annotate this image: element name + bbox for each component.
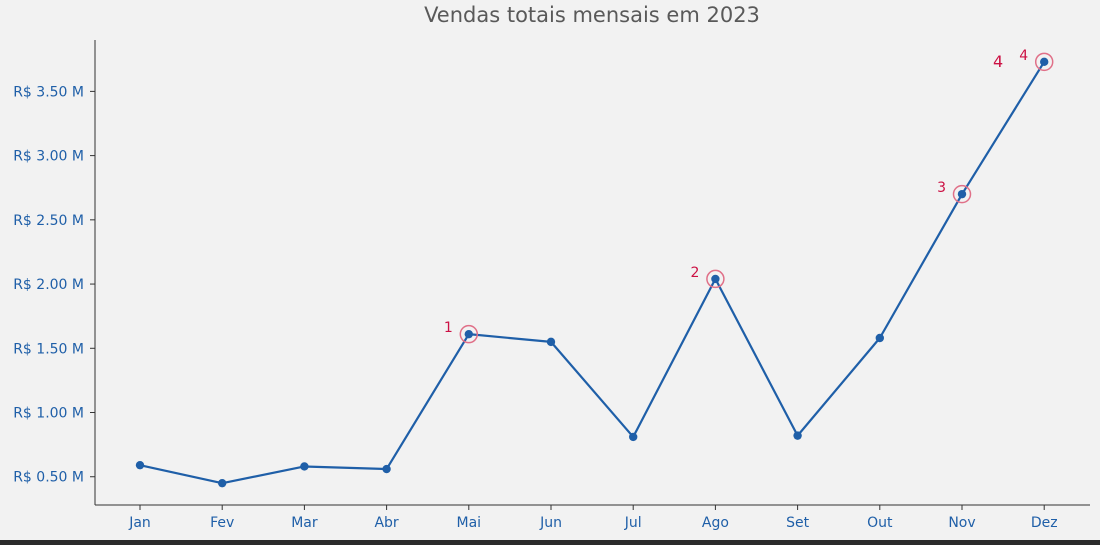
x-tick-label: Nov: [948, 515, 975, 531]
x-tick-label: Fev: [210, 515, 234, 531]
annotation-label: 1: [444, 320, 453, 336]
y-tick-label: R$ 3.50 M: [13, 84, 84, 100]
data-point-jan: [135, 460, 145, 470]
bottom-border: [0, 540, 1100, 545]
x-tick-label: Set: [786, 515, 810, 531]
y-tick-label: R$ 1.50 M: [13, 341, 84, 357]
x-tick-label: Out: [867, 515, 893, 531]
x-tick-label: Jul: [624, 515, 642, 531]
annotations-group: 1 2 3 44: [444, 48, 1054, 344]
y-tick-label: R$ 2.00 M: [13, 277, 84, 293]
y-axis-ticks: R$ 0.50 M R$ 1.00 M R$ 1.50 M R$ 2.00 M R$ 2…: [13, 84, 95, 486]
series-line: [139, 61, 1046, 485]
data-point-nov: [957, 189, 967, 199]
data-point-mar: [300, 462, 309, 471]
data-point-dez: [1040, 57, 1049, 67]
chart-title: Vendas totais mensais em 2023: [424, 3, 760, 27]
x-tick-label: Abr: [374, 515, 398, 531]
annotation-label: 3: [937, 180, 946, 196]
data-point-jun: [546, 337, 556, 347]
data-point-fev: [218, 478, 227, 488]
x-tick-label: Mai: [457, 515, 482, 531]
y-tick-label: R$ 3.00 M: [13, 149, 84, 165]
x-tick-label: Jun: [539, 515, 562, 531]
axes: [94, 40, 1090, 506]
highlight-circle: [1034, 52, 1054, 72]
data-point-out: [875, 333, 884, 343]
highlight-circle: [952, 184, 972, 204]
data-point-ago: [711, 274, 720, 284]
y-tick-label: R$ 2.50 M: [13, 213, 84, 229]
highlight-circle: [459, 324, 479, 344]
x-tick-label: Dez: [1031, 515, 1058, 531]
x-tick-label: Mar: [291, 515, 318, 531]
x-tick-label: Jan: [128, 515, 151, 531]
series-group: [135, 57, 1049, 488]
annotation-label: 4: [1019, 48, 1028, 64]
x-axis-ticks: Jan Fev Mar Abr Mai Jun Jul Ago Set Out Nov Dez: [128, 505, 1058, 531]
highlight-circle: [706, 269, 725, 289]
x-tick-label: Ago: [702, 515, 729, 531]
data-point-set: [793, 431, 802, 440]
y-tick-label: R$ 0.50 M: [13, 470, 84, 486]
y-tick-label: R$ 1.00 M: [13, 406, 84, 422]
data-point-abr: [382, 464, 391, 474]
data-point-jul: [629, 432, 638, 442]
data-point-mai: [464, 329, 473, 339]
annotation-label: 2: [690, 265, 699, 281]
annotation-label-large: 4: [993, 52, 1003, 71]
